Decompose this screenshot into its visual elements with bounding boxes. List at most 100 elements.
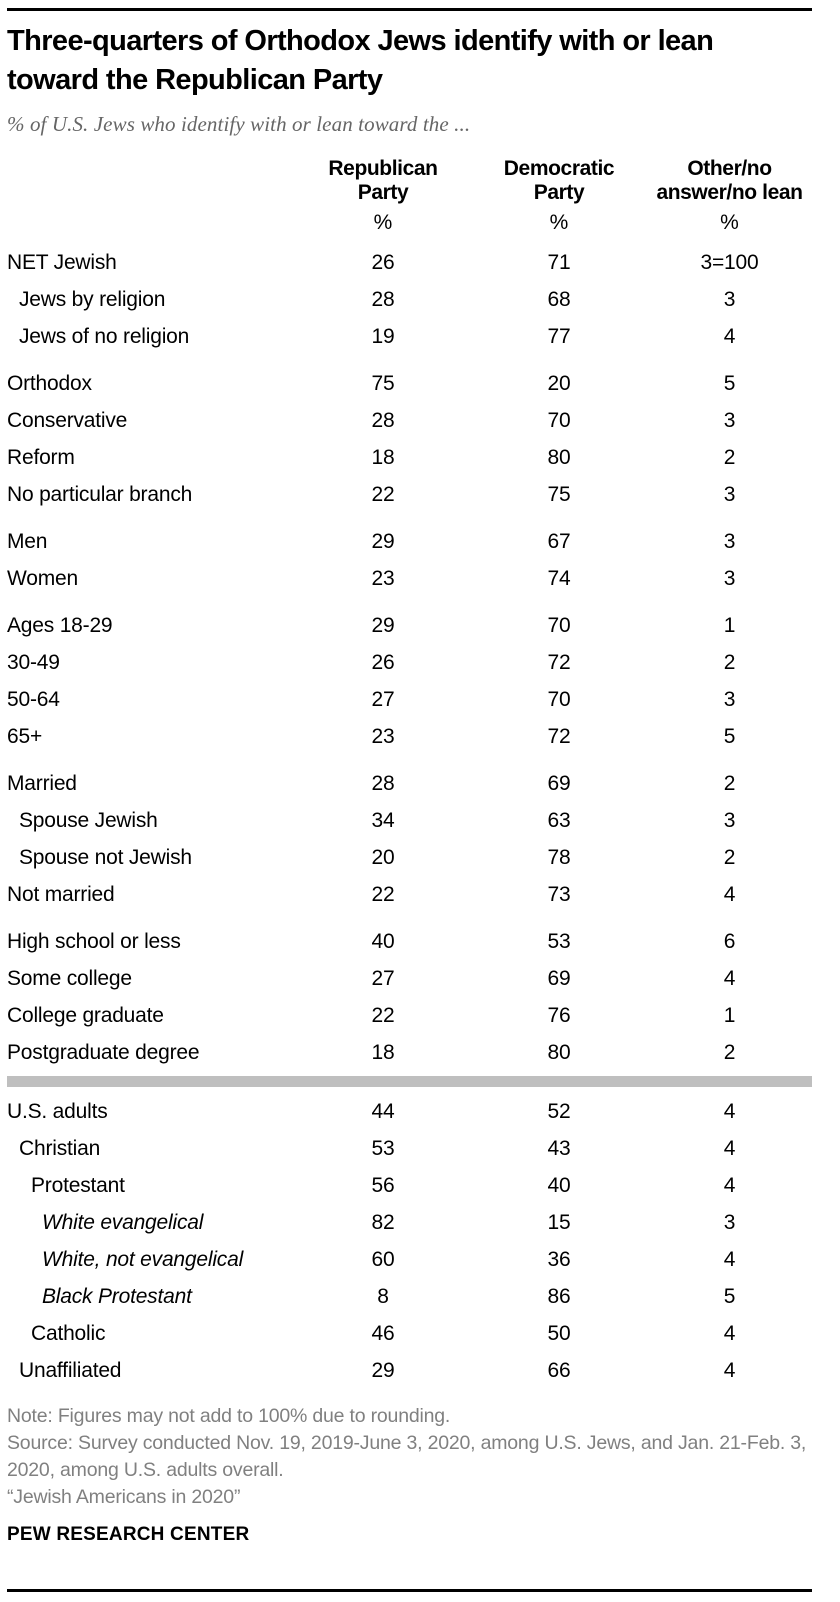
row-label: Women bbox=[7, 566, 78, 590]
table-row: Orthodox 75 20 5 bbox=[7, 365, 812, 402]
table-row: Spouse not Jewish 20 78 2 bbox=[7, 839, 812, 876]
table-row: Jews of no religion 19 77 4 bbox=[7, 318, 812, 355]
row-label: Ages 18-29 bbox=[7, 613, 113, 637]
unit-row: % % % bbox=[7, 207, 812, 239]
page-title: Three-quarters of Orthodox Jews identify… bbox=[7, 25, 714, 96]
row-value-republican: 40 bbox=[371, 929, 395, 953]
row-value-democratic: 70 bbox=[547, 408, 571, 432]
row-value-democratic: 80 bbox=[547, 1040, 571, 1064]
row-value-democratic: 73 bbox=[547, 882, 571, 906]
table-header-row: Republican Party Democratic Party Other/… bbox=[7, 157, 812, 205]
row-value-republican: 18 bbox=[371, 445, 395, 469]
row-value-republican: 8 bbox=[377, 1284, 389, 1308]
row-value-other: 5 bbox=[723, 724, 736, 748]
row-label: Not married bbox=[7, 882, 115, 906]
row-value-other: 3 bbox=[723, 287, 736, 311]
row-value-democratic: 50 bbox=[547, 1321, 571, 1345]
row-value-republican: 28 bbox=[371, 287, 395, 311]
row-label: Some college bbox=[7, 966, 132, 990]
row-label: Spouse not Jewish bbox=[19, 845, 192, 869]
row-label: 30-49 bbox=[7, 650, 60, 674]
row-label: 50-64 bbox=[7, 687, 60, 711]
row-value-republican: 44 bbox=[371, 1099, 395, 1123]
table-row: Black Protestant 8 86 5 bbox=[7, 1278, 812, 1315]
row-label: Jews of no religion bbox=[19, 324, 190, 348]
row-value-other: 4 bbox=[723, 1321, 736, 1345]
row-value-republican: 19 bbox=[371, 324, 395, 348]
row-value-republican: 75 bbox=[371, 371, 395, 395]
table-row: 50-64 27 70 3 bbox=[7, 681, 812, 718]
table-row: Jews by religion 28 68 3 bbox=[7, 281, 812, 318]
footnotes: Note: Figures may not add to 100% due to… bbox=[7, 1403, 812, 1511]
bottom-rule bbox=[7, 1589, 812, 1592]
row-value-other: 4 bbox=[723, 1173, 736, 1197]
row-value-republican: 56 bbox=[371, 1173, 395, 1197]
table-row: Protestant 56 40 4 bbox=[7, 1167, 812, 1204]
row-label: Conservative bbox=[7, 408, 128, 432]
row-value-other: 3=100 bbox=[700, 250, 759, 274]
row-value-other: 2 bbox=[723, 771, 736, 795]
row-label: Unaffiliated bbox=[19, 1358, 122, 1382]
row-value-republican: 20 bbox=[371, 845, 395, 869]
row-value-republican: 82 bbox=[371, 1210, 395, 1234]
table-row: Unaffiliated 29 66 4 bbox=[7, 1352, 812, 1389]
unit-percent: % bbox=[549, 211, 569, 234]
source-text: Source: Survey conducted Nov. 19, 2019-J… bbox=[7, 1432, 807, 1481]
table-row: Women 23 74 3 bbox=[7, 560, 812, 597]
row-label: College graduate bbox=[7, 1003, 164, 1027]
row-value-democratic: 66 bbox=[547, 1358, 571, 1382]
row-value-republican: 22 bbox=[371, 882, 395, 906]
row-label: Orthodox bbox=[7, 371, 92, 395]
unit-percent: % bbox=[720, 211, 739, 234]
row-value-republican: 18 bbox=[371, 1040, 395, 1064]
row-value-other: 1 bbox=[723, 1003, 736, 1027]
row-value-republican: 27 bbox=[371, 966, 395, 990]
row-value-other: 4 bbox=[723, 1136, 736, 1160]
row-value-other: 5 bbox=[723, 1284, 736, 1308]
party-id-table: Republican Party Democratic Party Other/… bbox=[7, 157, 812, 1389]
row-value-republican: 28 bbox=[371, 771, 395, 795]
brand-wordmark: PEW RESEARCH CENTER bbox=[7, 1524, 250, 1545]
row-value-democratic: 78 bbox=[547, 845, 571, 869]
table-row: 30-49 26 72 2 bbox=[7, 644, 812, 681]
row-value-democratic: 70 bbox=[547, 613, 571, 637]
row-label: Spouse Jewish bbox=[19, 808, 158, 832]
row-value-democratic: 69 bbox=[547, 966, 571, 990]
table-row: Catholic 46 50 4 bbox=[7, 1315, 812, 1352]
row-label: Catholic bbox=[31, 1321, 106, 1345]
row-value-other: 2 bbox=[723, 650, 736, 674]
row-value-other: 1 bbox=[723, 613, 736, 637]
row-value-other: 2 bbox=[723, 1040, 736, 1064]
row-value-other: 6 bbox=[723, 929, 736, 953]
row-label: No particular branch bbox=[7, 482, 193, 506]
table-row: U.S. adults 44 52 4 bbox=[7, 1093, 812, 1130]
table-row: Married 28 69 2 bbox=[7, 765, 812, 802]
row-value-other: 3 bbox=[723, 482, 736, 506]
row-value-democratic: 72 bbox=[547, 650, 571, 674]
row-value-other: 3 bbox=[723, 566, 736, 590]
unit-percent: % bbox=[373, 211, 393, 234]
row-value-democratic: 75 bbox=[547, 482, 571, 506]
table-row: Not married 22 73 4 bbox=[7, 876, 812, 913]
row-value-democratic: 36 bbox=[547, 1247, 571, 1271]
row-value-other: 4 bbox=[723, 1099, 736, 1123]
row-label: High school or less bbox=[7, 929, 181, 953]
table-row: No particular branch 22 75 3 bbox=[7, 476, 812, 513]
row-value-republican: 23 bbox=[371, 724, 395, 748]
row-value-republican: 22 bbox=[371, 482, 395, 506]
row-value-republican: 26 bbox=[371, 650, 395, 674]
row-label: Black Protestant bbox=[42, 1284, 192, 1308]
row-value-democratic: 86 bbox=[547, 1284, 571, 1308]
row-value-other: 3 bbox=[723, 529, 736, 553]
row-value-republican: 34 bbox=[371, 808, 395, 832]
row-value-democratic: 67 bbox=[547, 529, 571, 553]
row-value-other: 4 bbox=[723, 324, 736, 348]
row-label: Married bbox=[7, 771, 77, 795]
row-value-republican: 27 bbox=[371, 687, 395, 711]
row-value-democratic: 76 bbox=[547, 1003, 571, 1027]
row-value-democratic: 68 bbox=[547, 287, 571, 311]
section-divider bbox=[7, 1076, 812, 1087]
row-label: U.S. adults bbox=[7, 1099, 108, 1123]
column-header-democratic: Democratic Party bbox=[503, 157, 615, 204]
